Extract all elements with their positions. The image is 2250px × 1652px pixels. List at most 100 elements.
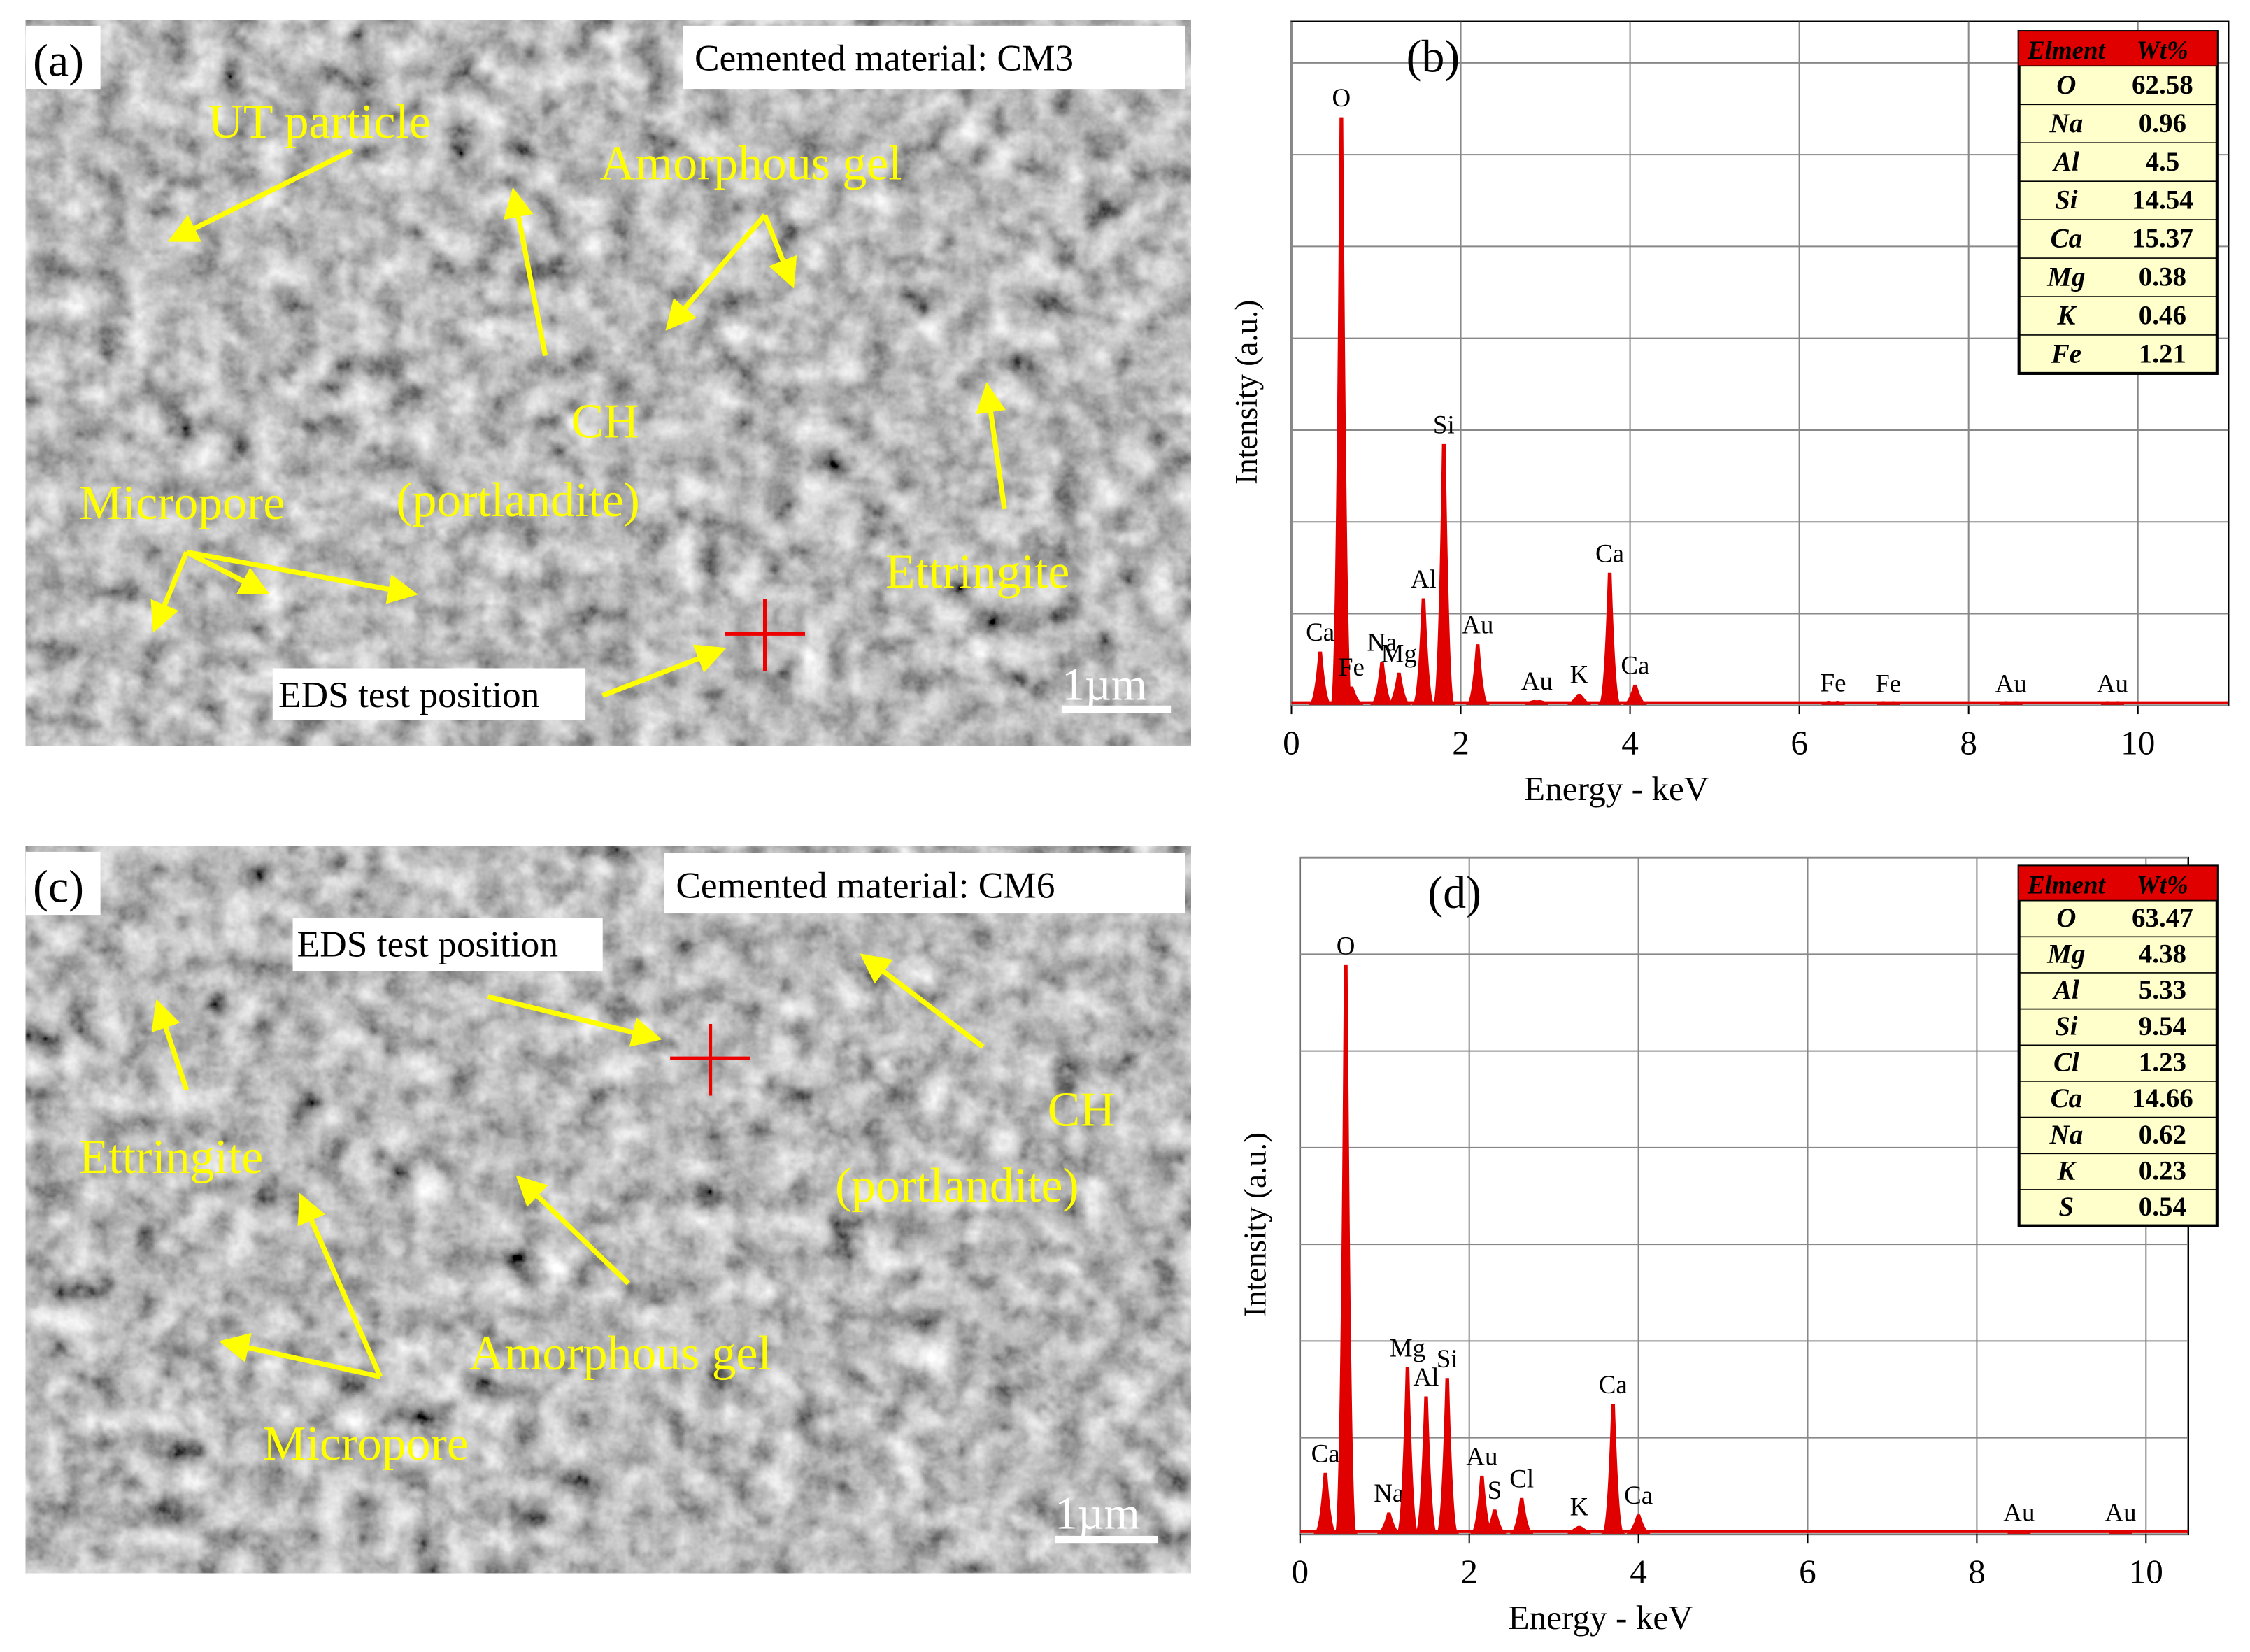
eds-cross bbox=[725, 599, 805, 671]
annotation: (portlandite) bbox=[835, 1159, 1079, 1213]
label-box bbox=[25, 25, 101, 90]
panel-label: (a) bbox=[33, 36, 84, 87]
x-tick-label: 4 bbox=[1630, 1553, 1647, 1591]
x-tick-label: 4 bbox=[1621, 723, 1639, 762]
peak-label: Au bbox=[1466, 1442, 1497, 1471]
peak-label: Fe bbox=[1339, 653, 1365, 681]
arrow bbox=[151, 999, 190, 1091]
peak bbox=[1876, 701, 1900, 705]
table-cell: Na bbox=[2049, 1120, 2084, 1150]
table-cell: 9.54 bbox=[2139, 1011, 2186, 1041]
caption-box bbox=[664, 853, 1185, 914]
peak bbox=[1567, 693, 1592, 705]
table-cell: 1.23 bbox=[2139, 1048, 2186, 1078]
y-axis-label: Intensity (a.u.) bbox=[1229, 300, 1264, 485]
table-cell: Ca bbox=[2051, 224, 2082, 254]
caption: Cemented material: CM6 bbox=[676, 864, 1055, 906]
x-tick-label: 6 bbox=[1799, 1553, 1816, 1591]
sem-panel-a: (a) Cemented material: CM3 UT particle A… bbox=[25, 20, 1191, 746]
annotation: Micropore bbox=[262, 1417, 468, 1471]
peak bbox=[1999, 701, 2023, 705]
table-cell: Si bbox=[2055, 185, 2078, 215]
table-cell: Fe bbox=[2051, 339, 2081, 369]
arrow bbox=[487, 994, 662, 1047]
table-cell: O bbox=[2056, 70, 2076, 100]
peak-label: Au bbox=[1521, 667, 1553, 695]
sem-panel-c: (c) Cemented material: CM6 EDS test posi… bbox=[25, 846, 1191, 1574]
peak-label: Au bbox=[1995, 669, 2027, 698]
arrow bbox=[219, 1332, 381, 1379]
label-box bbox=[25, 851, 101, 916]
x-tick-label: 2 bbox=[1460, 1553, 1478, 1591]
x-tick-label: 0 bbox=[1291, 1553, 1309, 1591]
annotation: (portlandite) bbox=[396, 473, 640, 527]
annotation: CH bbox=[1048, 1083, 1116, 1137]
caption: Cemented material: CM3 bbox=[695, 36, 1074, 78]
panel-label: (c) bbox=[33, 862, 84, 913]
table-cell: 5.33 bbox=[2139, 975, 2186, 1005]
element-table: Elment Wt% O 62.58 Na 0.96 Al 4.5 Si 14.54 Ca 15.37… bbox=[2017, 30, 2219, 375]
arrow bbox=[167, 148, 353, 242]
arrow bbox=[504, 187, 548, 357]
peak bbox=[1626, 1514, 1651, 1534]
table-header: Elment bbox=[2027, 36, 2107, 64]
table-cell: 0.96 bbox=[2139, 108, 2186, 138]
table-cell: 63.47 bbox=[2132, 903, 2193, 933]
table-header: Wt% bbox=[2137, 36, 2188, 64]
table-cell: Mg bbox=[2046, 939, 2085, 969]
scale-bar bbox=[1062, 705, 1172, 713]
table-cell: 14.66 bbox=[2132, 1083, 2193, 1113]
peak-label: Ca bbox=[1595, 539, 1624, 567]
peak-label: Ca bbox=[1306, 618, 1334, 646]
peak bbox=[1308, 651, 1332, 705]
arrow bbox=[150, 551, 190, 633]
peak-label: Au bbox=[2097, 669, 2128, 698]
peak-label: Ca bbox=[1624, 1481, 1653, 1509]
peak-label: O bbox=[1332, 83, 1351, 112]
peak bbox=[1313, 1472, 1338, 1534]
peak-label: Cl bbox=[1509, 1464, 1534, 1493]
peak-label: Al bbox=[1411, 564, 1437, 593]
peak-label: Fe bbox=[1875, 669, 1901, 698]
table-cell: K bbox=[2056, 1156, 2077, 1186]
sem-texture bbox=[25, 846, 1191, 1574]
peak bbox=[1411, 598, 1436, 705]
x-axis-label: Energy - keV bbox=[1524, 769, 1709, 808]
peak bbox=[1525, 699, 1549, 705]
peak bbox=[1329, 117, 1353, 705]
x-axis-label: Energy - keV bbox=[1508, 1598, 1693, 1637]
table-header: Wt% bbox=[2137, 870, 2188, 899]
peak-label: Mg bbox=[1390, 1334, 1425, 1362]
table-header-bg bbox=[2018, 31, 2217, 66]
arrow bbox=[185, 550, 270, 595]
table-cell: S bbox=[2059, 1192, 2074, 1222]
annotation: Ettringite bbox=[79, 1130, 263, 1184]
table-cell: Al bbox=[2051, 975, 2079, 1005]
table-cell: 0.62 bbox=[2139, 1120, 2186, 1150]
table-cell: Al bbox=[2051, 147, 2079, 177]
arrow bbox=[665, 213, 767, 331]
peak-label: Mg bbox=[1381, 639, 1417, 667]
table-cell: Na bbox=[2049, 108, 2084, 138]
peak-label: Na bbox=[1367, 628, 1397, 657]
table-cell: 14.54 bbox=[2132, 185, 2193, 215]
peak bbox=[1376, 1512, 1401, 1534]
arrow bbox=[762, 214, 797, 289]
table-header: Elment bbox=[2027, 870, 2107, 899]
peak bbox=[1601, 1404, 1625, 1534]
x-tick-label: 10 bbox=[2121, 723, 2155, 762]
x-tick-label: 8 bbox=[1968, 1553, 1986, 1591]
peak-label: Al bbox=[1414, 1362, 1439, 1391]
peak bbox=[1567, 1525, 1592, 1534]
peak-label: Ca bbox=[1599, 1370, 1628, 1399]
peak bbox=[2108, 1530, 2133, 1534]
table-cell: 0.46 bbox=[2139, 301, 2186, 331]
table-cell: 1.21 bbox=[2139, 339, 2186, 369]
x-tick-label: 6 bbox=[1790, 723, 1808, 762]
table-cell: Si bbox=[2055, 1011, 2078, 1041]
peak bbox=[1339, 686, 1364, 705]
annotation: Amorphous gel bbox=[469, 1327, 771, 1381]
scale-label: 1µm bbox=[1062, 660, 1147, 711]
arrow bbox=[976, 382, 1007, 510]
